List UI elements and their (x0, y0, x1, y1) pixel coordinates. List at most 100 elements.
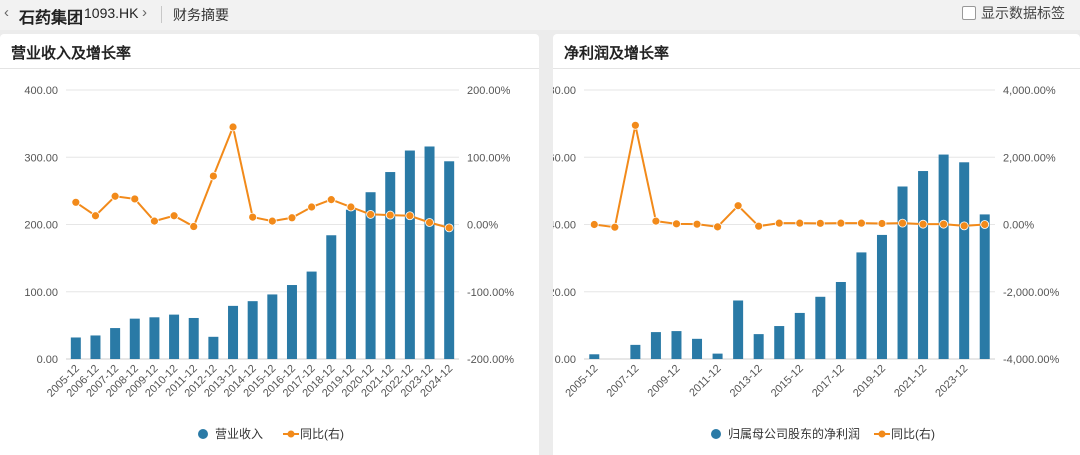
bar[interactable] (286, 285, 297, 359)
bar[interactable] (208, 336, 219, 359)
growth-point[interactable] (877, 219, 887, 228)
growth-point[interactable] (425, 218, 434, 227)
growth-point[interactable] (610, 222, 620, 232)
data-label-toggle[interactable]: 显示数据标签 (962, 3, 1065, 23)
growth-point[interactable] (857, 218, 866, 228)
legend-bar-swatch[interactable] (198, 429, 208, 439)
growth-point[interactable] (898, 218, 907, 228)
growth-point[interactable] (589, 220, 599, 229)
bar[interactable] (692, 338, 703, 359)
bar[interactable] (90, 335, 101, 359)
growth-point[interactable] (91, 211, 100, 221)
bar[interactable] (385, 172, 396, 359)
bar[interactable] (326, 235, 337, 359)
growth-point[interactable] (110, 191, 120, 201)
growth-point[interactable] (795, 218, 805, 228)
growth-point[interactable] (959, 221, 969, 231)
legend-bar-swatch[interactable] (711, 429, 721, 439)
legend-line-marker[interactable] (878, 430, 886, 438)
x-tick-label: 2021-12 (892, 363, 929, 400)
growth-point[interactable] (130, 194, 140, 204)
bar[interactable] (630, 344, 641, 359)
bar[interactable] (404, 150, 415, 359)
bar[interactable] (774, 326, 785, 359)
bar[interactable] (424, 146, 435, 359)
growth-point[interactable] (754, 221, 764, 231)
growth-point[interactable] (71, 197, 81, 207)
bar[interactable] (365, 192, 376, 359)
bar[interactable] (918, 171, 929, 359)
growth-point[interactable] (836, 218, 846, 228)
bar[interactable] (897, 186, 908, 359)
bar[interactable] (228, 305, 239, 359)
bar[interactable] (149, 317, 160, 359)
revenue-panel: 营业收入及增长率 0.00 100.00 200.00 300.00 400.00 -20… (0, 34, 539, 455)
bar[interactable] (856, 252, 867, 359)
growth-point[interactable] (733, 201, 743, 211)
growth-point[interactable] (385, 210, 395, 220)
growth-point[interactable] (346, 202, 356, 212)
bar[interactable] (345, 209, 356, 359)
bar[interactable] (306, 271, 317, 359)
bar[interactable] (267, 294, 278, 359)
bar[interactable] (835, 281, 846, 359)
growth-point[interactable] (651, 216, 661, 226)
legend-line-label[interactable]: 同比(右) (891, 426, 935, 441)
bar[interactable] (110, 328, 121, 359)
bar[interactable] (938, 154, 949, 359)
data-label-checkbox[interactable] (962, 6, 976, 20)
legend-bar-label[interactable]: 归属母公司股东的净利润 (728, 426, 860, 441)
growth-point[interactable] (692, 219, 702, 229)
bar[interactable] (712, 353, 723, 359)
revenue-panel-title: 营业收入及增长率 (11, 45, 132, 62)
growth-point[interactable] (444, 223, 454, 233)
bar[interactable] (753, 334, 764, 359)
growth-point[interactable] (405, 211, 415, 221)
bar[interactable] (959, 162, 970, 359)
growth-point[interactable] (189, 222, 199, 231)
bar[interactable] (188, 317, 199, 359)
growth-point[interactable] (980, 220, 990, 229)
chevron-left-icon[interactable]: ‹ (4, 4, 9, 21)
growth-point[interactable] (366, 210, 375, 219)
bar[interactable] (733, 300, 744, 359)
growth-point[interactable] (774, 218, 784, 228)
bar[interactable] (671, 331, 682, 359)
bar[interactable] (444, 161, 455, 359)
legend-line-marker[interactable] (287, 430, 295, 438)
y-right-tick-label: 100.00% (467, 152, 511, 164)
growth-point[interactable] (248, 212, 258, 222)
growth-point[interactable] (267, 216, 277, 226)
bar[interactable] (70, 337, 81, 359)
bar[interactable] (589, 354, 600, 359)
legend-bar-label[interactable]: 营业收入 (215, 427, 263, 441)
bar[interactable] (129, 318, 140, 359)
growth-point[interactable] (672, 219, 681, 229)
bar[interactable] (794, 312, 805, 359)
growth-point[interactable] (918, 219, 928, 229)
growth-point[interactable] (326, 195, 336, 205)
growth-point[interactable] (169, 211, 179, 221)
y-left-tick-label: 40.00 (553, 220, 576, 232)
bar[interactable] (979, 214, 990, 359)
bar[interactable] (247, 301, 258, 359)
bar[interactable] (650, 332, 661, 359)
y-left-tick-label: 100.00 (24, 287, 58, 299)
growth-point[interactable] (228, 122, 238, 132)
y-left-tick-label: 0.00 (555, 354, 576, 366)
growth-point[interactable] (939, 219, 949, 229)
growth-point[interactable] (815, 218, 825, 228)
bar[interactable] (876, 234, 887, 359)
growth-point[interactable] (713, 222, 722, 232)
growth-point[interactable] (630, 120, 640, 130)
chevron-right-icon[interactable]: › (142, 4, 147, 21)
bar[interactable] (169, 314, 180, 359)
growth-point[interactable] (150, 216, 159, 226)
growth-point[interactable] (208, 171, 218, 181)
growth-point[interactable] (307, 202, 317, 212)
y-left-tick-label: 200.00 (24, 220, 58, 232)
bar[interactable] (815, 296, 826, 359)
growth-point[interactable] (287, 213, 297, 223)
x-tick-label: 2023-12 (933, 363, 970, 400)
legend-line-label[interactable]: 同比(右) (300, 426, 344, 441)
